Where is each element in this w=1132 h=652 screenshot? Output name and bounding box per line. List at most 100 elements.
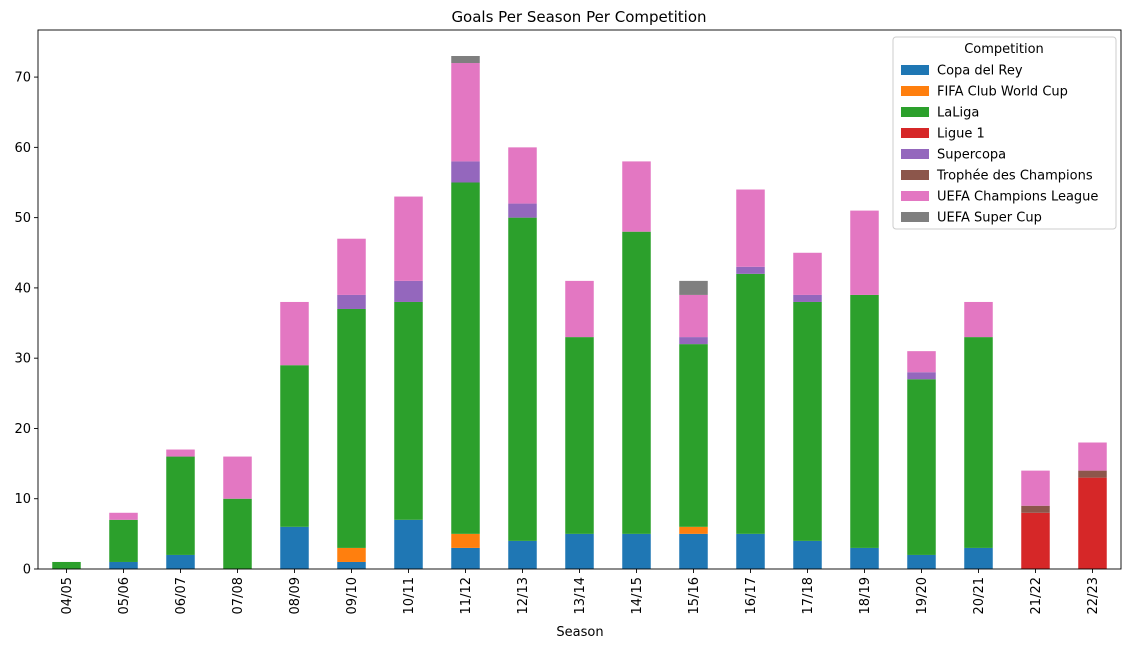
- bar-segment: [508, 147, 537, 204]
- x-tick-label: 07/08: [231, 577, 246, 614]
- x-tick-label: 13/14: [573, 577, 588, 614]
- bar-segment: [451, 547, 480, 569]
- bar-segment: [907, 379, 936, 555]
- x-tick-label: 04/05: [60, 577, 75, 614]
- bar-segment: [679, 294, 708, 338]
- bar-segment: [394, 196, 423, 281]
- bar-segment: [622, 161, 651, 232]
- x-tick-label: 18/19: [858, 577, 873, 614]
- bar-segment: [679, 344, 708, 527]
- bar-segment: [1078, 477, 1107, 569]
- bar-segment: [166, 456, 195, 555]
- legend-swatch: [901, 149, 929, 159]
- bar-segment: [52, 561, 81, 569]
- bar-segment: [280, 365, 309, 527]
- bar-segment: [736, 533, 765, 569]
- bar-segment: [508, 203, 537, 218]
- bar-segment: [508, 540, 537, 569]
- bar-segment: [622, 533, 651, 569]
- legend-swatch: [901, 191, 929, 201]
- x-tick-label: 09/10: [345, 577, 360, 614]
- x-tick-label: 11/12: [459, 577, 474, 614]
- legend-label: UEFA Champions League: [937, 190, 1098, 205]
- bar-segment: [394, 301, 423, 520]
- bar-segment: [451, 161, 480, 183]
- bar-segment: [166, 554, 195, 569]
- bar-segment: [337, 308, 366, 548]
- x-tick-label: 08/09: [288, 577, 303, 614]
- legend-swatch: [901, 212, 929, 222]
- legend-label: UEFA Super Cup: [937, 211, 1042, 226]
- legend-label: FIFA Club World Cup: [937, 85, 1068, 100]
- bar-segment: [451, 63, 480, 162]
- legend-label: Ligue 1: [937, 127, 985, 142]
- bar-segment: [679, 526, 708, 534]
- bar-segment: [394, 519, 423, 569]
- y-tick-label: 30: [14, 352, 31, 367]
- bar-segment: [337, 547, 366, 562]
- x-tick-label: 19/20: [915, 577, 930, 614]
- bar-segment: [907, 554, 936, 569]
- bar-segment: [565, 337, 594, 534]
- bar-segment: [1021, 512, 1050, 569]
- legend-title: Competition: [964, 42, 1044, 57]
- legend-label: LaLiga: [937, 106, 979, 121]
- bar-segment: [907, 351, 936, 373]
- y-tick-label: 60: [14, 141, 31, 156]
- bar-segment: [337, 561, 366, 569]
- x-tick-label: 15/16: [687, 577, 702, 614]
- legend-label: Copa del Rey: [937, 64, 1023, 79]
- bar-segment: [508, 217, 537, 541]
- x-tick-label: 06/07: [174, 577, 189, 614]
- bar-segment: [1078, 470, 1107, 478]
- x-tick-label: 16/17: [744, 577, 759, 614]
- legend-swatch: [901, 128, 929, 138]
- bar-segment: [850, 210, 879, 295]
- bar-segment: [280, 526, 309, 569]
- bar-segment: [451, 56, 480, 64]
- x-tick-label: 05/06: [117, 577, 132, 614]
- bar-segment: [394, 280, 423, 302]
- bar-segment: [451, 533, 480, 548]
- bar-segment: [679, 533, 708, 569]
- legend-frame: [892, 36, 1117, 230]
- bars-layer: [52, 56, 1107, 569]
- bar-segment: [964, 547, 993, 569]
- bar-segment: [109, 519, 138, 562]
- bar-segment: [964, 337, 993, 548]
- bar-segment: [964, 301, 993, 338]
- bar-segment: [1078, 442, 1107, 471]
- bar-segment: [451, 182, 480, 534]
- axes-layer: 0 10 20 30 40 50 60 70 04/05 05/06 06/07 07/08 08/09…: [14, 29, 1122, 614]
- bar-segment: [166, 449, 195, 457]
- bar-segment: [850, 547, 879, 569]
- bar-segment: [907, 372, 936, 380]
- chart-title: Goals Per Season Per Competition: [451, 8, 706, 26]
- bar-segment: [736, 273, 765, 534]
- bar-segment: [793, 294, 822, 302]
- legend-swatch: [901, 65, 929, 75]
- legend: Competition Copa del Rey FIFA Club World …: [892, 36, 1117, 230]
- legend-label: Trophée des Champions: [936, 169, 1093, 184]
- x-tick-label: 12/13: [516, 577, 531, 614]
- x-tick-label: 20/21: [972, 577, 987, 614]
- bar-segment: [622, 231, 651, 534]
- x-tick-label: 21/22: [1029, 577, 1044, 614]
- x-tick-label: 17/18: [801, 577, 816, 614]
- y-tick-label: 10: [14, 492, 31, 507]
- bar-segment: [223, 456, 252, 499]
- bar-segment: [337, 238, 366, 295]
- bar-segment: [223, 498, 252, 569]
- bar-segment: [280, 301, 309, 366]
- y-tick-label: 70: [14, 71, 31, 86]
- y-tick-label: 0: [23, 563, 31, 578]
- y-tick-label: 40: [14, 281, 31, 296]
- bar-segment: [1021, 505, 1050, 513]
- y-tick-label: 20: [14, 422, 31, 437]
- x-tick-label: 22/23: [1086, 577, 1101, 614]
- legend-swatch: [901, 107, 929, 117]
- bar-segment: [679, 337, 708, 345]
- bar-segment: [793, 252, 822, 295]
